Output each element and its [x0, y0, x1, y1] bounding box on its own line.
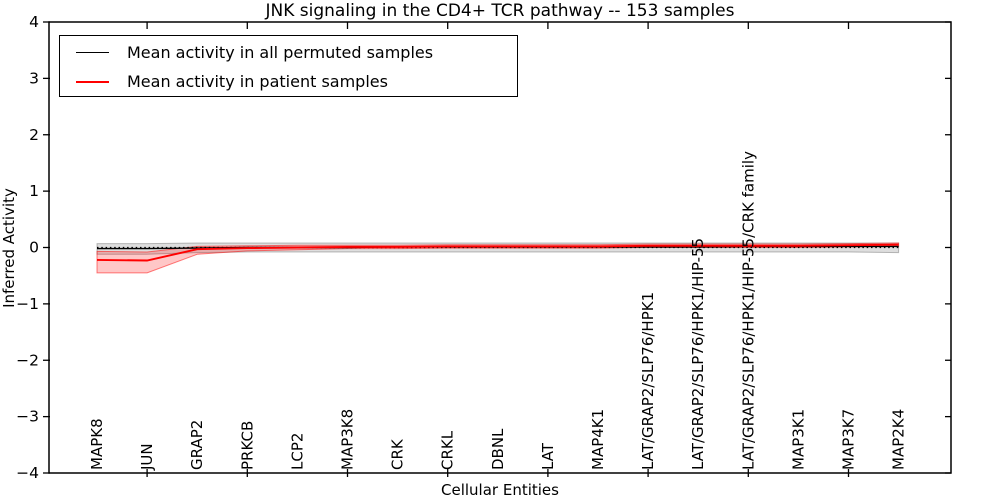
entity-label: CRKL	[439, 430, 457, 470]
x-axis-label: Cellular Entities	[441, 481, 559, 499]
entity-label: LAT/GRAP2/SLP76/HPK1/HIP-55/CRK family	[739, 151, 757, 470]
y-axis-label: Inferred Activity	[0, 188, 18, 308]
patient-line-swatch	[76, 80, 109, 83]
y-tick-label: −2	[16, 351, 39, 369]
entity-label: LAT/GRAP2/SLP76/HPK1	[639, 292, 657, 470]
entity-label: MAP4K1	[589, 409, 607, 470]
y-tick-label: 3	[29, 69, 39, 87]
y-tick-label: 4	[29, 13, 39, 31]
permuted-line-swatch	[76, 51, 109, 54]
legend-box: Mean activity in all permuted samples Me…	[59, 35, 518, 97]
entity-label: LAT	[539, 442, 557, 470]
legend-label-permuted: Mean activity in all permuted samples	[127, 43, 434, 62]
legend-item-permuted: Mean activity in all permuted samples	[60, 38, 517, 67]
entity-label: MAP2K4	[890, 409, 908, 470]
entity-label: LAT/GRAP2/SLP76/HPK1/HIP-55	[689, 238, 707, 470]
y-tick-label: 1	[29, 182, 39, 200]
entity-label: GRAP2	[188, 420, 206, 470]
y-tick-label: −3	[16, 408, 39, 426]
y-tick-label: −4	[16, 464, 39, 482]
entity-label: MAPK8	[88, 418, 106, 470]
entity-label: MAP3K8	[339, 409, 357, 470]
entity-label: DBNL	[489, 428, 507, 470]
legend-item-patient: Mean activity in patient samples	[60, 67, 517, 96]
y-tick-label: 0	[29, 239, 39, 257]
entity-label: LCP2	[288, 433, 306, 470]
entity-label: MAP3K1	[789, 409, 807, 470]
legend-label-patient: Mean activity in patient samples	[127, 72, 388, 91]
entity-label: JUN	[138, 443, 156, 471]
y-tick-label: 2	[29, 126, 39, 144]
entity-label: CRK	[389, 438, 407, 470]
entity-label: PRKCB	[238, 421, 256, 470]
chart-title: JNK signaling in the CD4+ TCR pathway --…	[265, 1, 735, 21]
entity-label: MAP3K7	[840, 409, 858, 470]
patient-mean-line	[96, 243, 899, 262]
y-tick-label: −1	[16, 295, 39, 313]
